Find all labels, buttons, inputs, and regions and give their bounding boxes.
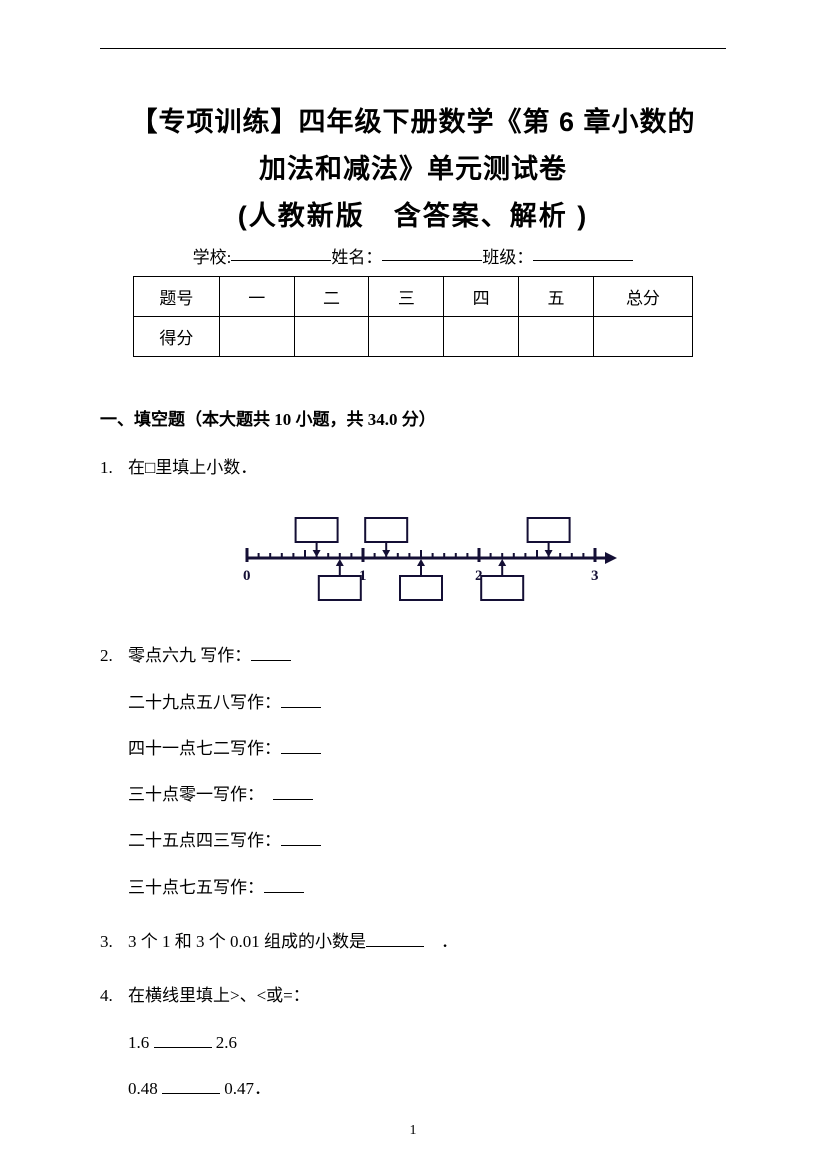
q4-text: 在横线里填上>、<或=：	[128, 980, 726, 1012]
page-number: 1	[0, 1123, 826, 1139]
name-blank[interactable]	[382, 243, 482, 261]
q4-pair: 1.6 2.6	[128, 1027, 726, 1059]
question-3: 3. 3 个 1 和 3 个 0.01 组成的小数是 ．	[100, 926, 726, 958]
q2-item-text: 二十五点四三写作：	[128, 831, 281, 850]
question-number: 1.	[100, 452, 128, 618]
table-row: 得分	[134, 317, 693, 357]
class-label: 班级：	[482, 243, 533, 268]
q3-pre: 3 个 1 和 3 个 0.01 组成的小数是	[128, 932, 366, 951]
q2-item: 二十五点四三写作：	[128, 825, 726, 857]
title-block: 【专项训练】四年级下册数学《第 6 章小数的 加法和减法》单元测试卷 (人教新版…	[100, 100, 726, 233]
question-number: 4.	[100, 980, 128, 1105]
class-blank[interactable]	[533, 243, 633, 261]
answer-blank[interactable]	[273, 784, 313, 800]
school-blank[interactable]	[231, 243, 331, 261]
q2-item-text: 三十点七五写作：	[128, 878, 264, 897]
q2-item-text: 四十一点七二写作：	[128, 739, 281, 758]
col-1: 一	[219, 277, 294, 317]
q3-post: ．	[441, 932, 458, 951]
q1-text: 在□里填上小数．	[128, 452, 726, 484]
student-info-line: 学校: 姓名： 班级：	[100, 243, 726, 268]
q2-item: 三十点七五写作：	[128, 872, 726, 904]
question-number: 3.	[100, 926, 128, 958]
score-cell[interactable]	[219, 317, 294, 357]
title-line-2: 加法和减法》单元测试卷	[100, 147, 726, 186]
answer-blank[interactable]	[154, 1032, 212, 1048]
exam-page: 【专项训练】四年级下册数学《第 6 章小数的 加法和减法》单元测试卷 (人教新版…	[0, 0, 826, 1105]
q4-left: 0.48	[128, 1079, 158, 1098]
score-label: 得分	[134, 317, 220, 357]
name-label: 姓名：	[331, 243, 382, 268]
q2-item: 零点六九 写作：	[128, 640, 726, 672]
score-cell[interactable]	[444, 317, 519, 357]
q2-item-text: 二十九点五八写作：	[128, 693, 281, 712]
svg-text:3: 3	[591, 568, 599, 584]
question-2: 2. 零点六九 写作： 二十九点五八写作： 四十一点七二写作： 三十点零一写作：…	[100, 640, 726, 904]
col-3: 三	[369, 277, 444, 317]
q4-right: 2.6	[216, 1033, 237, 1052]
col-total: 总分	[593, 277, 692, 317]
score-table: 题号 一 二 三 四 五 总分 得分	[133, 276, 693, 357]
col-2: 二	[294, 277, 369, 317]
number-line-svg: 0123	[217, 498, 637, 618]
answer-blank[interactable]	[264, 877, 304, 893]
q2-item-text: 零点六九 写作：	[128, 646, 251, 665]
answer-blank[interactable]	[251, 645, 291, 661]
top-horizontal-rule	[100, 48, 726, 49]
title-line-1: 【专项训练】四年级下册数学《第 6 章小数的	[100, 100, 726, 139]
answer-blank[interactable]	[366, 931, 424, 947]
q2-item: 二十九点五八写作：	[128, 687, 726, 719]
question-number: 2.	[100, 640, 128, 904]
header-label: 题号	[134, 277, 220, 317]
q2-item: 四十一点七二写作：	[128, 733, 726, 765]
answer-blank[interactable]	[162, 1078, 220, 1094]
score-cell[interactable]	[369, 317, 444, 357]
col-4: 四	[444, 277, 519, 317]
col-5: 五	[519, 277, 594, 317]
svg-text:0: 0	[243, 568, 251, 584]
school-label: 学校:	[193, 243, 232, 268]
q4-pair: 0.48 0.47．	[128, 1073, 726, 1105]
answer-blank[interactable]	[281, 738, 321, 754]
q2-item-text: 三十点零一写作：	[128, 785, 256, 804]
score-cell[interactable]	[593, 317, 692, 357]
question-1: 1. 在□里填上小数． 0123	[100, 452, 726, 618]
q4-left: 1.6	[128, 1033, 149, 1052]
answer-blank[interactable]	[281, 830, 321, 846]
answer-blank[interactable]	[281, 692, 321, 708]
table-row: 题号 一 二 三 四 五 总分	[134, 277, 693, 317]
q4-right: 0.47．	[224, 1079, 271, 1098]
score-cell[interactable]	[519, 317, 594, 357]
score-cell[interactable]	[294, 317, 369, 357]
section-1-title: 一、填空题（本大题共 10 小题，共 34.0 分）	[100, 405, 726, 430]
q2-item: 三十点零一写作：	[128, 779, 726, 811]
title-line-3: (人教新版 含答案、解析 )	[100, 194, 726, 233]
question-4: 4. 在横线里填上>、<或=： 1.6 2.6 0.48 0.47．	[100, 980, 726, 1105]
number-line-diagram: 0123	[128, 498, 726, 618]
